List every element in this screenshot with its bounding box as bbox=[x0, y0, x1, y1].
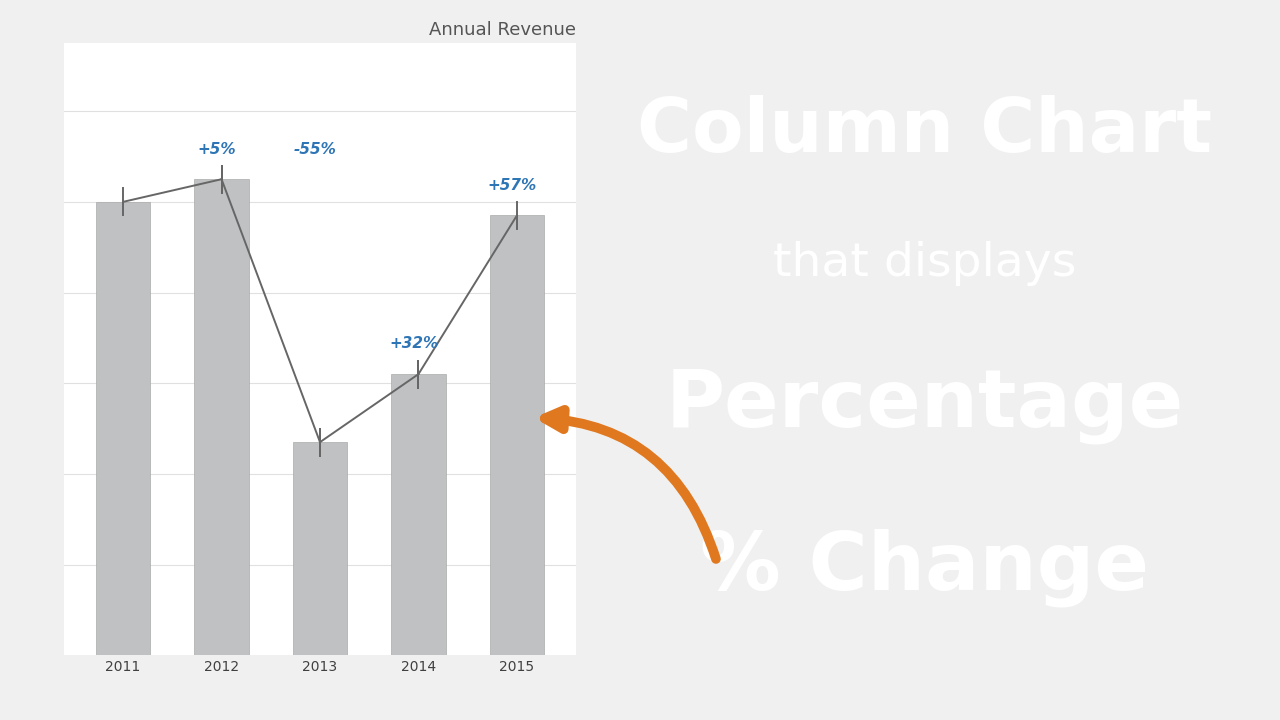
Bar bbox=[195, 179, 248, 655]
Text: +32%: +32% bbox=[389, 336, 438, 351]
Text: Column Chart: Column Chart bbox=[637, 96, 1212, 168]
FancyArrowPatch shape bbox=[545, 410, 716, 559]
Text: Annual Revenue: Annual Revenue bbox=[429, 21, 576, 39]
Text: % Change: % Change bbox=[700, 528, 1149, 607]
Bar bbox=[490, 215, 544, 655]
Text: -55%: -55% bbox=[293, 142, 337, 156]
Bar bbox=[293, 442, 347, 655]
Text: that displays: that displays bbox=[773, 240, 1076, 286]
Text: +57%: +57% bbox=[488, 178, 536, 193]
Bar bbox=[96, 202, 150, 655]
Text: Percentage: Percentage bbox=[666, 366, 1184, 444]
Bar bbox=[392, 374, 445, 655]
Text: +5%: +5% bbox=[197, 142, 236, 156]
